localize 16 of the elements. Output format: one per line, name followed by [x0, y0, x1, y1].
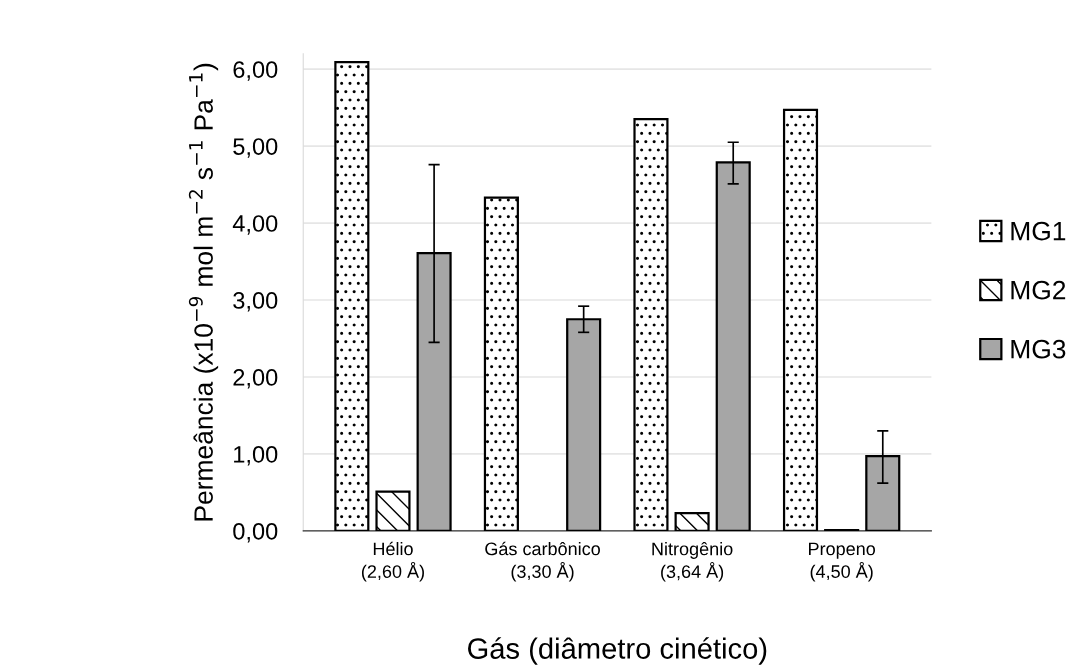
y-tick-label: 3,00: [233, 292, 278, 312]
y-tick-label: 6,00: [233, 61, 278, 81]
legend-label: MG2: [1011, 280, 1066, 300]
y-tick-label: 1,00: [234, 445, 278, 466]
x-axis-title: Gás (diâmetro cinético): [468, 637, 767, 665]
x-tick-label: Nitrogênio (3,64 Å): [652, 541, 733, 582]
y-tick-label: 2,00: [233, 369, 278, 389]
legend-label: MG3: [1011, 339, 1066, 359]
y-tick-label: 4,00: [232, 215, 278, 235]
y-tick-label: 5,00: [233, 138, 278, 158]
x-tick-label: Gás carbônico (3,30 Å): [485, 541, 600, 582]
y-tick-label: 0,00: [233, 522, 278, 543]
legend-label: MG1: [1011, 221, 1066, 241]
text: Permeância (x10$^{−9}$ mol m$^{−2}$ s$^{−1}$ Pa$^{−1}$): [188, 63, 219, 521]
x-tick-label: Hélio (2,60 Å): [361, 541, 424, 582]
x-tick-label: Propeno (4,50 Å): [809, 542, 876, 582]
